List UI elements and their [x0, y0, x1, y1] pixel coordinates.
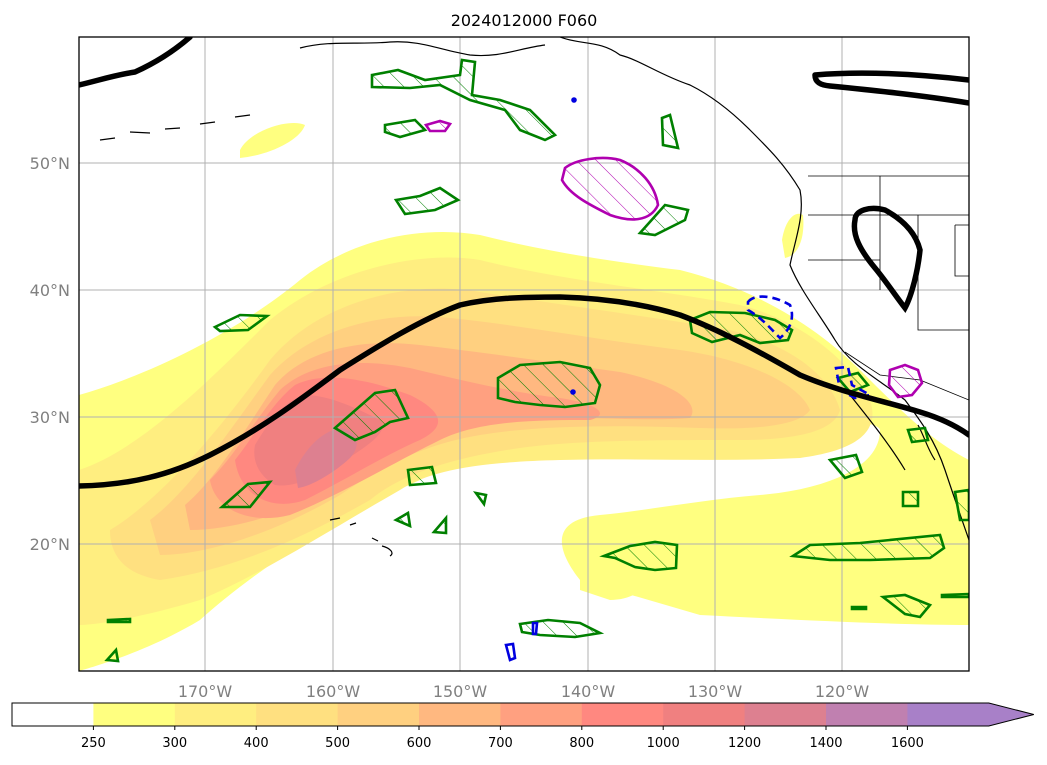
- graticule: [79, 37, 969, 671]
- colorbar-segment: [419, 703, 501, 726]
- colorbar-segment: [744, 703, 827, 726]
- green-contour-3: [393, 186, 461, 216]
- colorbar-segment: [826, 703, 908, 726]
- colorbar-tick-label: 600: [407, 736, 432, 751]
- colorbar-tick-label: 700: [488, 736, 513, 751]
- colorbar-tick-label: 800: [569, 736, 594, 751]
- lat-label: 30°N: [30, 408, 70, 427]
- green-contour-8: [496, 360, 602, 409]
- black-contours: [79, 37, 969, 489]
- colorbar-tick-label: 1400: [809, 736, 842, 751]
- black-contour-ne: [812, 70, 969, 106]
- green-contour-23: [850, 605, 868, 611]
- map-panel: [79, 37, 969, 671]
- green-contour-25: [518, 618, 605, 639]
- magenta-contour-3: [887, 363, 924, 399]
- colorbar-tick-label: 400: [244, 736, 269, 751]
- green-contour-13: [393, 510, 412, 529]
- green-contour-12: [472, 491, 488, 508]
- blue-dashed-1: [746, 295, 794, 340]
- colorbar-segment: [907, 703, 990, 726]
- magenta-contours: [423, 119, 924, 399]
- green-contour-10: [218, 480, 273, 509]
- lat-label: 40°N: [30, 281, 70, 300]
- green-contour-27: [104, 647, 120, 663]
- colorbar-segment: [581, 703, 664, 726]
- green-contour-1: [370, 58, 558, 142]
- shade-250-north: [240, 122, 305, 158]
- green-contour-21: [906, 426, 930, 444]
- colorbar-segment: [500, 703, 583, 726]
- lon-label: 150°W: [433, 682, 488, 701]
- blue-dot-2: [570, 389, 576, 395]
- colorbar-tick-label: 1600: [891, 736, 924, 751]
- green-contour-7: [688, 310, 794, 345]
- green-contour-9: [332, 388, 410, 442]
- blue-contour-1: [504, 642, 517, 662]
- colorbar-segment: [256, 703, 339, 726]
- green-contour-2: [383, 118, 428, 139]
- magenta-contour-2: [423, 119, 453, 133]
- green-contour-16: [789, 533, 946, 562]
- colorbar-tick-label: 1000: [647, 736, 680, 751]
- green-contour-20: [953, 488, 969, 522]
- black-contour-main: [79, 294, 969, 489]
- blue-contour-2: [531, 621, 539, 636]
- green-contour-11: [406, 465, 438, 487]
- black-contour-nw: [79, 37, 193, 88]
- shade-250-coast: [782, 213, 804, 258]
- colorbar: 250 300 400 500 600 700 800 1000 1200 1400 1600: [11, 702, 1034, 751]
- colorbar-extend-arrow: [988, 703, 1034, 726]
- green-contour-22: [879, 593, 933, 619]
- magenta-contour-1: [560, 156, 660, 221]
- colorbar-tick-label: 500: [325, 736, 350, 751]
- green-contour-17: [827, 453, 864, 480]
- green-contour-15: [599, 540, 679, 572]
- green-contour-4: [637, 203, 690, 237]
- map-frame: [78, 36, 970, 672]
- coastline-alaska: [299, 41, 546, 57]
- lon-label: 130°W: [688, 682, 743, 701]
- colorbar-segment: [663, 703, 746, 726]
- colorbar-segment: [12, 703, 94, 726]
- lat-label: 50°N: [30, 154, 70, 173]
- colorbar-tick-label: 250: [81, 736, 106, 751]
- black-contour-closed: [851, 205, 923, 314]
- shade-1200: [295, 428, 357, 488]
- green-contour-14: [431, 514, 448, 535]
- latitude-labels: 20°N 30°N 40°N 50°N: [30, 154, 70, 554]
- colorbar-segment: [93, 703, 176, 726]
- green-contour-26: [106, 617, 132, 624]
- green-contour-5: [660, 113, 680, 150]
- colorbar-tick-label: 1200: [728, 736, 761, 751]
- hawaii: [329, 517, 393, 557]
- green-contour-18: [835, 371, 871, 394]
- colorbar-outline: [11, 702, 1034, 727]
- longitude-labels: 170°W 160°W 150°W 140°W 130°W 120°W: [178, 682, 870, 701]
- green-contour-24: [940, 592, 969, 599]
- lat-label: 20°N: [30, 535, 70, 554]
- lon-label: 170°W: [178, 682, 233, 701]
- green-contour-6: [212, 313, 271, 333]
- lon-label: 140°W: [561, 682, 616, 701]
- lon-label: 160°W: [306, 682, 361, 701]
- green-contours: [104, 58, 969, 663]
- green-contour-19: [901, 490, 920, 508]
- lon-label: 120°W: [815, 682, 870, 701]
- colorbar-tick-label: 300: [162, 736, 187, 751]
- blue-dot-1: [571, 97, 577, 103]
- plot-title: 2024012000 F060: [451, 11, 598, 30]
- colorbar-segment: [337, 703, 420, 726]
- coastline-aleutians: [99, 114, 251, 141]
- colorbar-segment: [174, 703, 257, 726]
